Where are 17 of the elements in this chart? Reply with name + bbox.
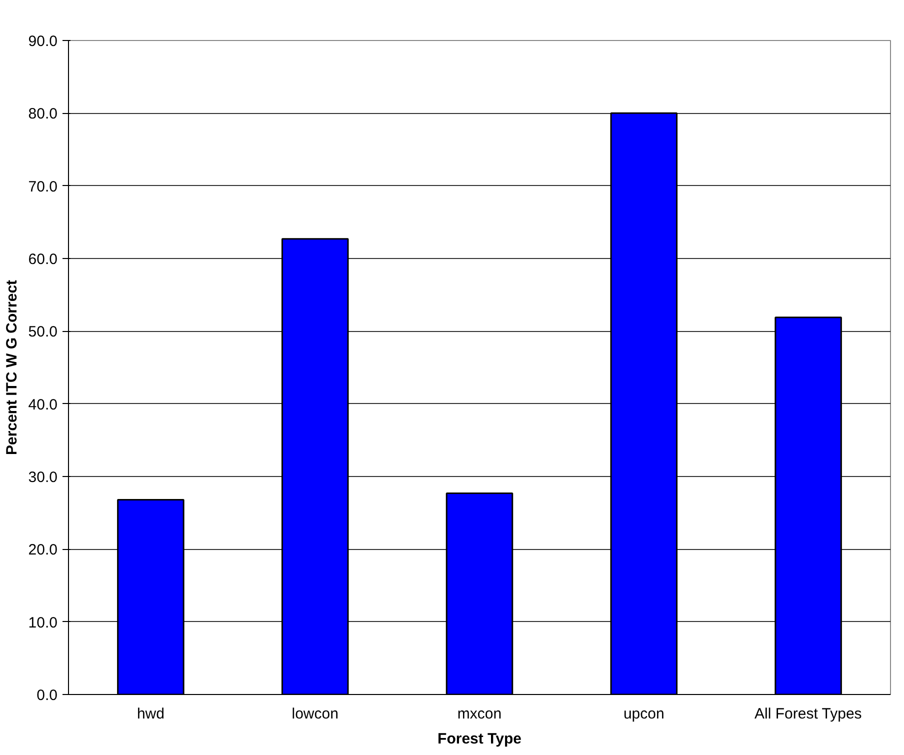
y-tick-label: 60.0 [28, 251, 58, 268]
x-tick-label: lowcon [292, 706, 338, 722]
y-tick-label: 90.0 [28, 33, 58, 50]
y-tick-label: 40.0 [28, 396, 58, 414]
y-tick-label: 80.0 [28, 106, 58, 123]
y-tick-label: 20.0 [28, 542, 58, 559]
y-tick-label: 10.0 [28, 614, 58, 632]
x-tick-label: hwd [136, 706, 164, 722]
y-tick-label: 70.0 [28, 178, 58, 196]
x-tick-label: All Forest Types [754, 706, 862, 722]
x-tick-label: upcon [623, 706, 664, 722]
y-tick-label: 0.0 [36, 687, 58, 704]
x-axis-title: Forest Type [438, 730, 522, 748]
x-tick-label: mxcon [457, 706, 502, 722]
y-tick-label: 30.0 [28, 469, 58, 486]
y-tick-label: 50.0 [28, 324, 58, 341]
y-axis-title: Percent ITC W G Correct [3, 280, 20, 456]
